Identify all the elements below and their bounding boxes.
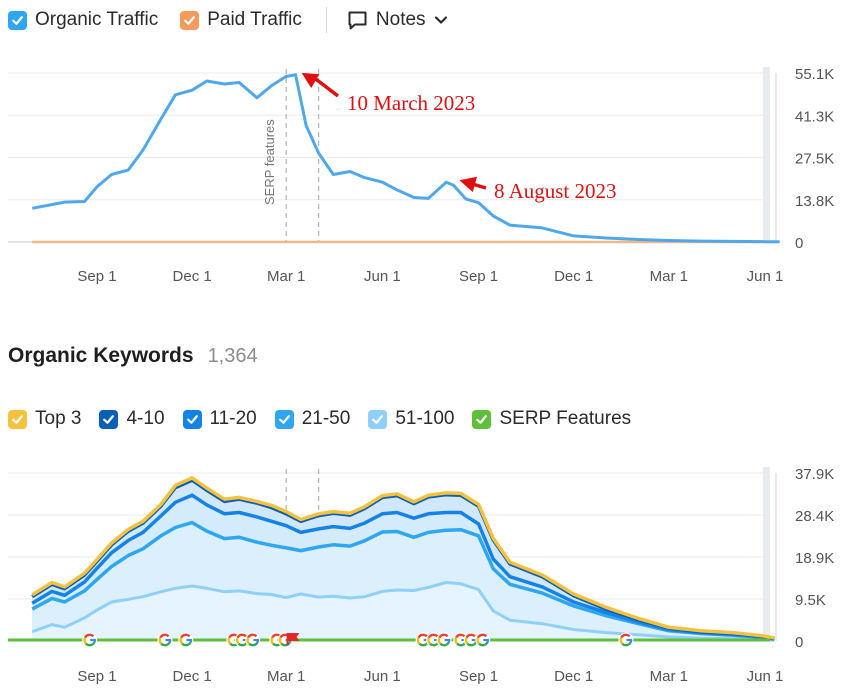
- organic-traffic-label: Organic Traffic: [35, 9, 159, 30]
- paid-traffic-toggle[interactable]: Paid Traffic: [180, 9, 302, 31]
- checkbox-checked-icon: [99, 409, 119, 429]
- keyword-legend-item[interactable]: 11-20: [182, 408, 257, 430]
- checkbox-checked-icon: [472, 409, 492, 429]
- paid-traffic-label: Paid Traffic: [207, 9, 302, 30]
- google-icon[interactable]: [475, 632, 491, 648]
- x-tick-label: Mar 1: [650, 268, 688, 285]
- keyword-legend-item[interactable]: 4-10: [99, 408, 165, 430]
- organic-traffic-line: [31, 73, 780, 244]
- y-tick-label: 0: [795, 634, 803, 651]
- y-tick-label: 41.3K: [795, 108, 834, 125]
- keyword-legend-label: SERP Features: [499, 408, 632, 429]
- x-tick-label: Dec 1: [173, 668, 212, 685]
- checkbox-checked-icon: [8, 409, 27, 429]
- keyword-area-fill: [32, 582, 775, 641]
- checkbox-checked-icon: [180, 10, 200, 30]
- x-tick-label: Sep 1: [459, 268, 498, 285]
- legend-divider: [325, 7, 327, 33]
- chart-scroll-strip: [763, 67, 770, 242]
- y-tick-label: 27.5K: [795, 151, 834, 168]
- note-icon: [347, 10, 368, 31]
- x-tick-label: Sep 1: [77, 668, 116, 685]
- keyword-series-line: [31, 476, 775, 640]
- y-tick-label: 55.1K: [795, 66, 834, 83]
- y-tick-label: 13.8K: [795, 193, 834, 210]
- chart-scroll-strip: [763, 467, 770, 641]
- x-tick-label: Mar 1: [267, 668, 305, 685]
- keyword-series-line: [31, 493, 775, 641]
- keyword-legend-item[interactable]: Top 3: [8, 408, 81, 430]
- google-icon[interactable]: [178, 632, 194, 648]
- keyword-legend-label: 51-100: [395, 408, 455, 429]
- x-tick-label: Jun 1: [364, 668, 401, 685]
- annotation-label: 10 March 2023: [347, 91, 475, 115]
- x-tick-label: Jun 1: [747, 268, 784, 285]
- keyword-series-line: [31, 520, 775, 641]
- notes-label: Notes: [375, 9, 426, 30]
- google-icon[interactable]: [436, 632, 452, 648]
- x-tick-label: Sep 1: [459, 668, 498, 685]
- google-icon[interactable]: [245, 632, 261, 648]
- y-tick-label: 18.9K: [795, 550, 834, 567]
- x-tick-label: Dec 1: [554, 268, 593, 285]
- organic-traffic-toggle[interactable]: Organic Traffic: [8, 9, 158, 31]
- organic-keywords-chart: 37.9K 28.4K 18.9K 9.5K 0 Sep 1 Dec 1 Mar 1 Jun 1…: [8, 466, 834, 685]
- keyword-legend-item[interactable]: 51-100: [368, 408, 454, 430]
- x-tick-label: Sep 1: [77, 268, 116, 285]
- traffic-legend: Organic Traffic Paid Traffic Notes: [8, 6, 448, 34]
- checkbox-checked-icon: [8, 10, 27, 30]
- x-tick-label: Jun 1: [364, 268, 401, 285]
- keyword-legend-item[interactable]: 21-50: [274, 408, 351, 430]
- annotation-arrowhead: [459, 176, 478, 193]
- organic-keywords-header: Organic Keywords 1,364: [8, 344, 258, 368]
- keywords-legend: Top 3 4-10 11-20 21-50 51-100 SERP Features: [8, 405, 649, 433]
- google-icon[interactable]: [82, 632, 98, 648]
- flag-icon[interactable]: [286, 633, 300, 645]
- organic-traffic-chart: 55.1K 41.3K 27.5K 13.8K 0 Sep 1 Dec 1 Mar 1 Jun …: [8, 66, 834, 285]
- google-icon[interactable]: [618, 632, 634, 648]
- organic-keywords-title: Organic Keywords: [8, 344, 194, 367]
- annotation-label: 8 August 2023: [494, 179, 617, 203]
- google-icon[interactable]: [157, 632, 173, 648]
- y-tick-label: 28.4K: [795, 508, 834, 525]
- chevron-down-icon: [434, 15, 448, 25]
- x-tick-label: Dec 1: [173, 268, 212, 285]
- checkbox-checked-icon: [182, 409, 202, 429]
- notes-dropdown[interactable]: Notes: [347, 9, 448, 31]
- x-tick-label: Mar 1: [650, 668, 688, 685]
- y-tick-label: 9.5K: [795, 592, 826, 609]
- keyword-legend-label: 11-20: [209, 408, 257, 429]
- google-icon[interactable]: [453, 632, 469, 648]
- keyword-legend-label: Top 3: [35, 408, 82, 429]
- x-tick-label: Jun 1: [747, 668, 784, 685]
- note-label: SERP features: [262, 119, 277, 205]
- y-tick-label: 37.9K: [795, 466, 834, 483]
- y-tick-label: 0: [795, 235, 803, 252]
- x-tick-label: Dec 1: [554, 668, 593, 685]
- x-tick-label: Mar 1: [267, 268, 305, 285]
- keyword-legend-label: 4-10: [126, 408, 165, 429]
- annotation-arrowhead: [301, 72, 320, 88]
- organic-keywords-count: 1,364: [207, 345, 258, 367]
- checkbox-checked-icon: [368, 409, 388, 429]
- checkbox-checked-icon: [274, 409, 294, 429]
- keyword-legend-item[interactable]: SERP Features: [472, 408, 631, 430]
- keyword-series-line: [31, 581, 775, 642]
- keyword-legend-label: 21-50: [301, 408, 351, 429]
